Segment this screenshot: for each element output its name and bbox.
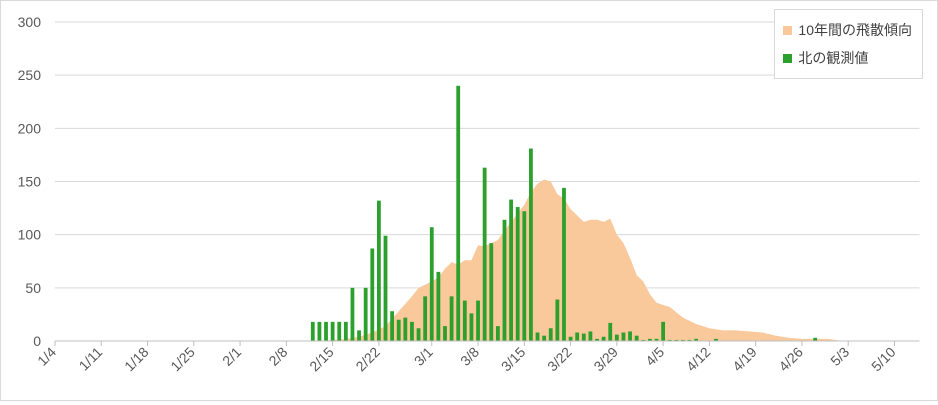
bar-north-observation — [555, 299, 560, 341]
bar-north-observation — [641, 339, 646, 341]
x-tick-label: 2/8 — [265, 344, 290, 369]
y-tick-label: 100 — [18, 227, 42, 243]
bar-north-observation — [714, 338, 718, 341]
x-tick-label: 5/3 — [827, 344, 852, 369]
bar-north-observation — [396, 319, 401, 341]
y-tick-label: 0 — [33, 333, 41, 349]
bar-north-observation — [522, 211, 527, 341]
bar-north-observation — [601, 336, 606, 341]
bar-north-observation — [575, 332, 580, 341]
legend-item-area: 10年間の飛散傾向 — [783, 16, 912, 44]
y-tick-label: 200 — [18, 120, 42, 136]
legend-label-bar: 北の観測値 — [798, 50, 869, 66]
bar-north-observation — [648, 338, 652, 341]
bar-north-observation — [410, 321, 414, 341]
bar-north-observation — [595, 338, 599, 341]
bar-north-observation — [542, 335, 547, 341]
bar-north-observation — [337, 321, 342, 341]
bar-north-observation — [390, 311, 395, 341]
bar-north-observation — [370, 248, 375, 341]
bar-north-observation — [667, 339, 672, 341]
bar-north-observation — [324, 321, 328, 341]
bar-north-observation — [436, 271, 441, 341]
bar-north-observation — [535, 332, 540, 341]
bar-north-observation — [462, 300, 467, 341]
bar-north-observation — [443, 326, 447, 341]
bar-north-observation — [317, 321, 322, 341]
y-tick-label: 300 — [18, 14, 42, 30]
bar-north-observation — [403, 317, 408, 341]
bar-north-observation — [449, 296, 454, 341]
legend-label-area: 10年間の飛散傾向 — [798, 22, 912, 38]
x-tick-label: 1/11 — [76, 344, 106, 374]
legend-swatch-area — [783, 25, 793, 35]
x-tick-label: 4/5 — [642, 344, 667, 369]
x-tick-label: 1/18 — [121, 344, 152, 375]
bar-north-observation — [509, 199, 513, 341]
bar-north-observation — [628, 331, 632, 341]
bar-north-observation — [674, 339, 679, 341]
bar-north-observation — [489, 243, 494, 341]
bar-north-observation — [813, 337, 818, 341]
x-tick-label: 3/22 — [544, 344, 575, 375]
bar-north-observation — [456, 85, 461, 341]
bar-north-observation — [429, 227, 434, 341]
bar-north-observation — [621, 332, 626, 341]
bar-north-observation — [423, 296, 428, 341]
bar-north-observation — [476, 300, 480, 341]
y-tick-label: 250 — [18, 67, 42, 83]
x-tick-label: 3/29 — [590, 344, 621, 375]
x-tick-label: 3/8 — [457, 344, 482, 369]
bar-north-observation — [548, 328, 553, 341]
bar-north-observation — [581, 333, 586, 341]
bar-north-observation — [687, 339, 692, 341]
bar-north-observation — [661, 321, 666, 341]
bar-north-observation — [363, 287, 368, 341]
grid-layer — [55, 21, 920, 289]
x-tick-label: 2/22 — [352, 344, 383, 375]
bar-north-observation — [350, 287, 355, 341]
bar-north-observation — [310, 321, 315, 341]
legend-item-bar: 北の観測値 — [783, 44, 912, 72]
bar-north-observation — [376, 200, 381, 341]
bar-north-observation — [515, 207, 520, 341]
bar-north-observation — [588, 331, 593, 341]
x-tick-label: 4/12 — [683, 344, 714, 375]
bar-north-observation — [495, 326, 500, 341]
bar-north-observation — [654, 338, 659, 341]
bar-north-observation — [681, 339, 685, 341]
x-tick-label: 3/1 — [411, 344, 436, 369]
x-tick-label: 2/15 — [306, 344, 337, 375]
legend-swatch-bar — [783, 53, 793, 63]
x-tick-label: 2/1 — [219, 344, 244, 369]
bar-north-observation — [529, 148, 533, 341]
bar-north-observation — [416, 328, 421, 341]
bar-north-observation — [608, 322, 613, 341]
bar-north-observation — [357, 330, 361, 341]
y-tick-label: 150 — [18, 174, 42, 190]
bar-north-observation — [469, 313, 474, 341]
bar-north-observation — [502, 219, 507, 341]
x-tick-label: 1/25 — [167, 344, 198, 375]
bar-layer — [310, 85, 818, 341]
y-tick-label: 50 — [25, 280, 41, 296]
bar-north-observation — [634, 335, 639, 341]
bar-north-observation — [562, 187, 566, 341]
x-tick-label: 4/19 — [729, 344, 760, 375]
bar-north-observation — [330, 321, 335, 341]
bar-north-observation — [568, 336, 573, 341]
bar-north-observation — [614, 334, 619, 341]
x-tick-label: 5/10 — [868, 344, 899, 375]
x-tick-label: 3/15 — [498, 344, 529, 375]
legend: 10年間の飛散傾向 北の観測値 — [774, 9, 923, 79]
bar-north-observation — [343, 321, 348, 341]
x-tick-label: 4/26 — [775, 344, 806, 375]
bar-north-observation — [383, 235, 388, 341]
bar-north-observation — [482, 167, 487, 341]
bar-north-observation — [694, 338, 699, 341]
